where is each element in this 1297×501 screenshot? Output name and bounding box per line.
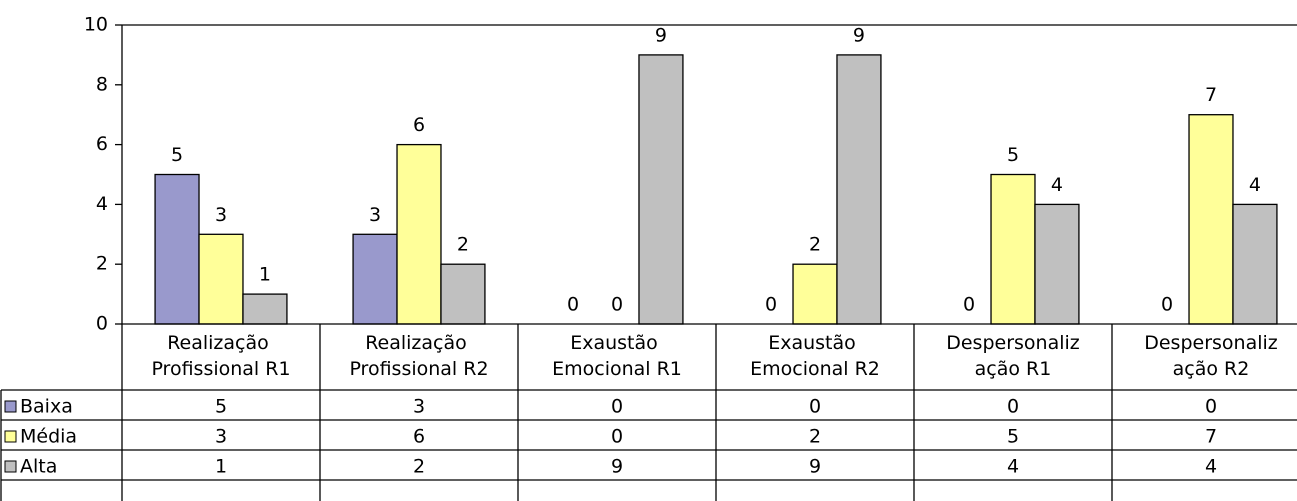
data-label: 4 <box>1051 174 1063 196</box>
bar <box>1034 203 1080 325</box>
x-tick-label: Despersonaliz ação R2 <box>1144 332 1278 380</box>
y-tick-label: 8 <box>96 73 108 95</box>
table-cell: 0 <box>809 396 821 418</box>
table-cell: 9 <box>611 456 623 478</box>
table-cell: 1 <box>215 456 227 478</box>
table-cell: 7 <box>1205 426 1217 448</box>
bar <box>198 233 244 325</box>
table-cell: 0 <box>1007 396 1019 418</box>
data-label: 3 <box>215 204 227 226</box>
data-label: 7 <box>1205 84 1217 106</box>
table-cell: 2 <box>413 456 425 478</box>
y-tick-label: 6 <box>96 133 108 155</box>
bar <box>990 173 1036 325</box>
data-label: 6 <box>413 114 425 136</box>
data-label: 0 <box>765 294 777 316</box>
y-tick-label: 4 <box>96 193 108 215</box>
table-cell: 0 <box>1205 396 1217 418</box>
table-cell: 4 <box>1205 456 1217 478</box>
legend-swatch <box>4 430 17 443</box>
table-cell: 9 <box>809 456 821 478</box>
bar <box>1188 114 1234 325</box>
table-cell: 2 <box>809 426 821 448</box>
data-label: 1 <box>259 264 271 286</box>
data-label: 0 <box>611 294 623 316</box>
x-tick-label: Realização Profissional R2 <box>349 332 488 380</box>
bar <box>154 173 200 325</box>
legend-swatch <box>4 400 17 413</box>
data-label: 9 <box>853 24 865 46</box>
x-tick-label: Exaustão Emocional R1 <box>552 332 682 380</box>
bar <box>352 233 398 325</box>
data-label: 9 <box>655 24 667 46</box>
y-tick-label: 0 <box>96 313 108 335</box>
table-cell: 0 <box>611 396 623 418</box>
data-label: 0 <box>1161 294 1173 316</box>
data-label: 0 <box>963 294 975 316</box>
data-label: 0 <box>567 294 579 316</box>
legend-label: Média <box>20 426 77 448</box>
table-cell: 4 <box>1007 456 1019 478</box>
legend-label: Baixa <box>20 396 73 418</box>
data-label: 3 <box>369 204 381 226</box>
bar <box>792 263 838 325</box>
x-tick-label: Despersonaliz ação R1 <box>946 332 1080 380</box>
table-cell: 5 <box>1007 426 1019 448</box>
bar <box>638 54 684 325</box>
bar <box>396 143 442 325</box>
y-tick-label: 10 <box>84 14 108 36</box>
data-label: 5 <box>1007 144 1019 166</box>
data-label: 2 <box>457 234 469 256</box>
table-cell: 0 <box>611 426 623 448</box>
bar <box>242 293 288 325</box>
table-cell: 6 <box>413 426 425 448</box>
data-label: 4 <box>1249 174 1261 196</box>
y-tick-label: 2 <box>96 253 108 275</box>
bar <box>440 263 486 325</box>
table-cell: 3 <box>413 396 425 418</box>
table-cell: 5 <box>215 396 227 418</box>
bar <box>1232 203 1278 325</box>
x-tick-label: Realização Profissional R1 <box>151 332 290 380</box>
x-tick-label: Exaustão Emocional R2 <box>750 332 880 380</box>
bar <box>836 54 882 325</box>
legend-swatch <box>4 460 17 473</box>
legend-label: Alta <box>20 456 57 478</box>
data-label: 5 <box>171 144 183 166</box>
data-label: 2 <box>809 234 821 256</box>
table-cell: 3 <box>215 426 227 448</box>
